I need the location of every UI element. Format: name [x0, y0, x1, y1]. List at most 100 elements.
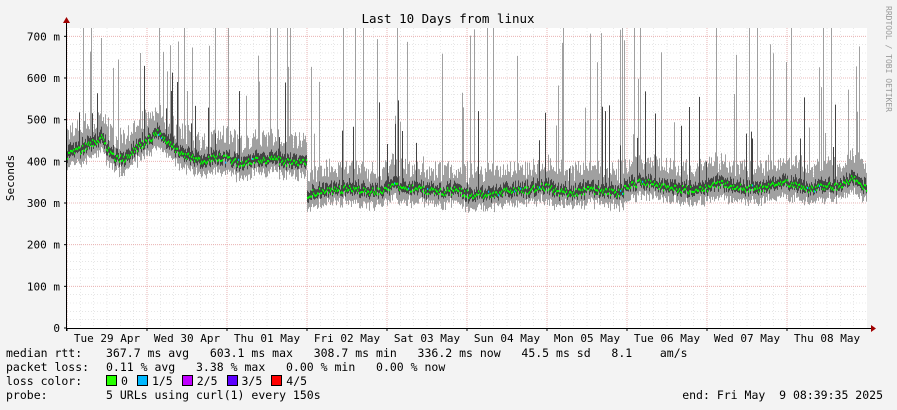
median-point: [750, 189, 752, 192]
median-point: [303, 158, 305, 161]
median-point: [781, 183, 783, 186]
median-point: [261, 161, 263, 164]
median-point: [535, 189, 537, 192]
median-point: [456, 188, 458, 191]
median-point: [96, 143, 98, 146]
median-point: [819, 185, 821, 188]
median-point: [208, 155, 210, 158]
median-point: [610, 194, 612, 197]
median-point: [472, 196, 474, 199]
median-point: [488, 190, 490, 193]
median-point: [421, 186, 423, 189]
median-point: [149, 138, 151, 141]
median-point: [767, 185, 769, 188]
median-point: [840, 183, 842, 186]
median-point: [737, 185, 739, 188]
median-point: [696, 188, 698, 191]
median-point: [684, 188, 686, 191]
median-point: [780, 180, 782, 183]
median-point: [443, 194, 445, 197]
median-point: [487, 194, 489, 197]
median-point: [127, 156, 129, 159]
median-point: [590, 187, 592, 190]
median-point: [311, 195, 313, 198]
median-point: [217, 160, 219, 163]
median-point: [108, 146, 110, 149]
median-point: [318, 192, 320, 195]
median-point: [282, 159, 284, 162]
median-point: [396, 183, 398, 186]
median-point: [567, 195, 569, 198]
median-point: [435, 188, 437, 191]
median-point: [717, 180, 719, 183]
median-point: [79, 146, 81, 149]
median-point: [721, 179, 723, 182]
median-point: [644, 183, 646, 186]
median-point: [624, 184, 626, 187]
median-point: [76, 147, 78, 150]
probe-label: probe:: [6, 388, 48, 402]
median-point: [663, 189, 665, 192]
median-point: [602, 191, 604, 194]
median-point: [526, 192, 528, 195]
median-point: [574, 194, 576, 197]
median-point: [676, 188, 678, 191]
median-point: [330, 189, 332, 192]
median-point: [746, 186, 748, 189]
median-point: [718, 186, 720, 189]
x-tick-label: Wed 30 Apr: [154, 332, 221, 345]
median-point: [365, 188, 367, 191]
median-point: [865, 184, 867, 187]
median-point: [83, 149, 85, 152]
median-point: [115, 159, 117, 162]
median-point: [481, 194, 483, 197]
median-point: [453, 190, 455, 193]
probe-text: 5 URLs using curl(1) every 150s: [106, 388, 321, 402]
median-point: [647, 182, 649, 185]
median-point: [825, 185, 827, 188]
median-point: [562, 190, 564, 193]
loss-color-swatch: [136, 375, 148, 386]
median-point: [272, 158, 274, 161]
median-point: [667, 185, 669, 188]
median-point: [100, 136, 102, 139]
median-point: [725, 182, 727, 185]
median-point: [606, 188, 608, 191]
median-point: [339, 185, 341, 188]
median-point: [188, 152, 190, 155]
median-point: [176, 147, 178, 150]
median-point: [107, 149, 109, 152]
median-point: [812, 186, 814, 189]
median-point: [67, 157, 69, 160]
median-point: [405, 186, 407, 189]
median-point: [120, 154, 122, 157]
median-point: [514, 190, 516, 193]
median-point: [116, 155, 118, 158]
median-point: [505, 189, 507, 192]
median-point: [250, 162, 252, 165]
median-point: [586, 188, 588, 191]
median-point: [596, 189, 598, 192]
median-point: [383, 190, 385, 193]
median-point: [452, 189, 454, 192]
median-point: [670, 187, 672, 190]
x-axis-ticks: Tue 29 Apr Wed 30 Apr Thu 01 May Fri 02 May…: [66, 328, 860, 345]
median-point: [662, 183, 664, 186]
median-point: [235, 157, 237, 160]
median-point: [859, 182, 861, 185]
median-point: [689, 190, 691, 193]
median-point: [69, 151, 71, 154]
median-point: [559, 194, 561, 197]
median-point: [300, 161, 302, 164]
median-point: [182, 153, 184, 156]
median-point: [373, 191, 375, 194]
median-point: [715, 182, 717, 185]
median-point: [762, 186, 764, 189]
median-point: [496, 191, 498, 194]
median-point: [131, 150, 133, 153]
median-point: [212, 159, 214, 162]
median-point: [247, 163, 249, 166]
loss-color-item: 4/5: [271, 374, 307, 388]
median-point: [622, 192, 624, 195]
packet-loss-row: packet loss: 0.11 % avg 3.38 % max 0.00 %…: [6, 360, 445, 374]
